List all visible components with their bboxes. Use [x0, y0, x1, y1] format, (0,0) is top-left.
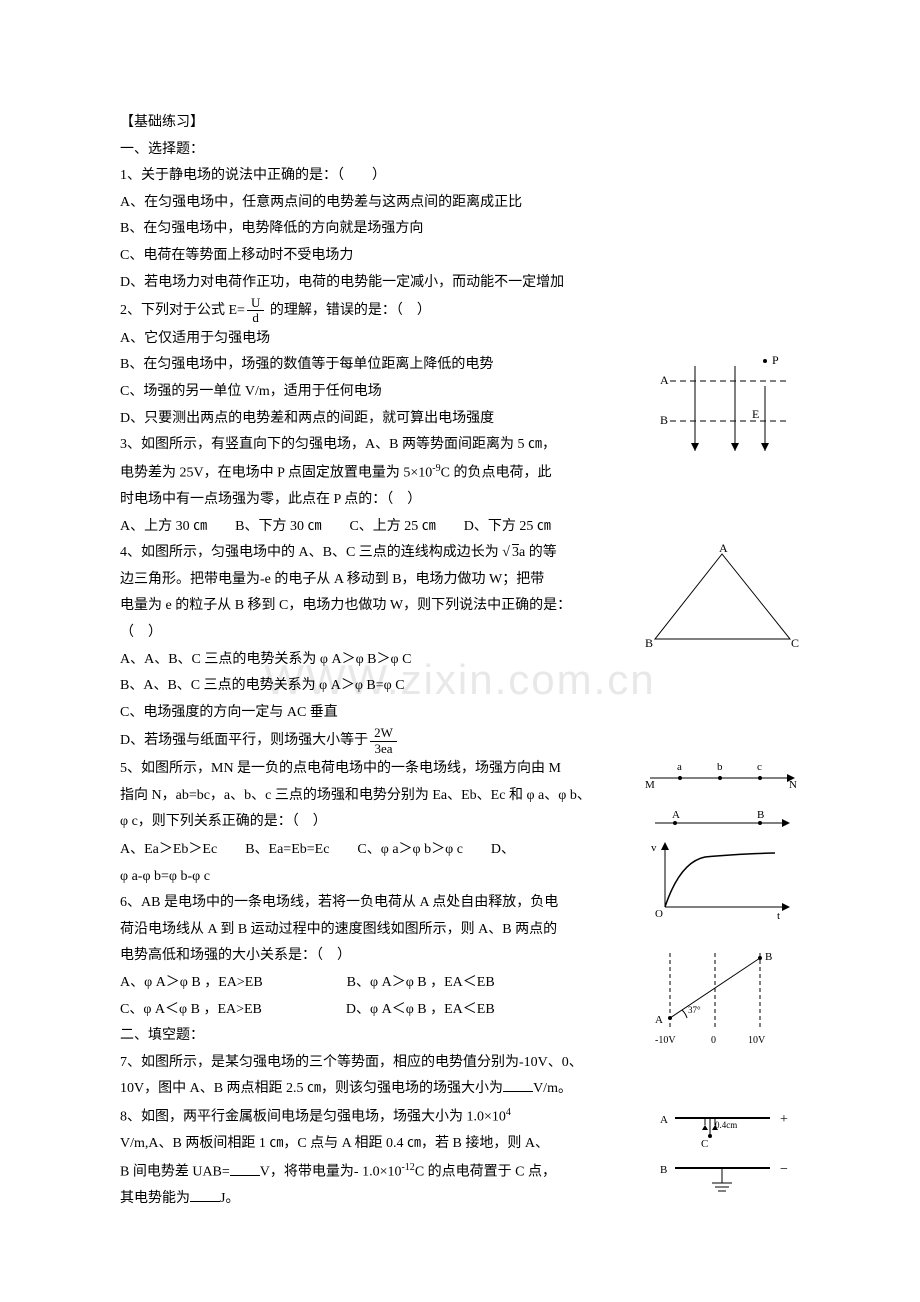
document-body: 【基础练习】 一、选择题： 1、关于静电场的说法中正确的是：（ ） A、在匀强电…: [120, 110, 800, 1213]
svg-text:c: c: [757, 761, 762, 773]
q8-blank2: [190, 1189, 220, 1203]
svg-text:E: E: [752, 407, 759, 421]
q4-D: D、若场强与纸面平行，则场强大小等于2W3ea: [120, 726, 800, 756]
svg-text:M: M: [645, 779, 655, 790]
svg-text:−: −: [780, 1162, 788, 1177]
q4-D-fraction: 2W3ea: [370, 726, 397, 756]
figure-q4: A B C: [645, 544, 800, 654]
q3-l3: 时电场中有一点场强为零，此点在 P 点的：（ ）: [120, 487, 800, 514]
q7-l2b: V/m。: [533, 1081, 572, 1096]
section-1-title: 一、选择题：: [120, 137, 800, 164]
header: 【基础练习】: [120, 110, 800, 137]
svg-text:B: B: [660, 1164, 667, 1176]
q8-l1a: 8、如图，两平行金属板间电场是匀强电场，场强大小为 1.0×10: [120, 1110, 506, 1125]
q1-A: A、在匀强电场中，任意两点间的电势差与这两点间的距离成正比: [120, 190, 800, 217]
svg-text:t: t: [777, 910, 780, 922]
q4-sqrt: 3: [510, 545, 519, 560]
q7-l1: 7、如图所示，是某匀强电场的三个等势面，相应的电势值分别为-10V、0、: [120, 1050, 800, 1077]
q2-stem: 2、下列对于公式 E=Ud 的理解，错误的是：（ ）: [120, 296, 800, 326]
figure-q6-vt: v t O: [645, 837, 800, 922]
svg-text:A: A: [660, 1114, 668, 1126]
svg-text:10V: 10V: [748, 1035, 766, 1046]
svg-text:A: A: [672, 809, 680, 821]
figure-q7: 37° A B -10V 0 10V: [645, 943, 800, 1053]
q4-D-den: 3ea: [370, 742, 397, 756]
q2-frac-den: d: [247, 311, 264, 325]
q1-B: B、在匀强电场中，电势降低的方向就是场强方向: [120, 216, 800, 243]
q4-B: B、A、B、C 三点的电势关系为 φ A＞φ B=φ C: [120, 673, 800, 700]
q7-l2: 10V，图中 A、B 两点相距 2.5 ㎝，则该匀强电场的场强大小为 V/m。: [120, 1076, 800, 1103]
q7-blank: [503, 1079, 533, 1093]
svg-text:B: B: [645, 636, 653, 650]
svg-text:P: P: [772, 353, 779, 367]
q8-l4a: 其电势能为: [120, 1191, 190, 1206]
svg-text:B: B: [757, 809, 764, 821]
q2-stem-a: 2、下列对于公式 E=: [120, 303, 245, 318]
svg-text:N: N: [789, 779, 797, 790]
q1-D: D、若电场力对电荷作正功，电荷的电势能一定减小，而动能不一定增加: [120, 270, 800, 297]
svg-text:B: B: [765, 951, 772, 963]
q4-D-num: 2W: [370, 726, 397, 741]
q8-l3b: V，将带电量为- 1.0×10: [260, 1165, 402, 1180]
svg-text:+: +: [780, 1112, 788, 1127]
svg-text:C: C: [791, 636, 799, 650]
q3-l2b: C 的负点电荷，此: [441, 465, 552, 480]
q8-l3exp: -12: [401, 1162, 414, 1173]
svg-text:B: B: [660, 413, 668, 427]
figure-q3: P A B E: [660, 346, 800, 466]
q1-stem: 1、关于静电场的说法中正确的是：（ ）: [120, 163, 800, 190]
q2-frac-num: U: [247, 296, 264, 311]
svg-text:A: A: [719, 544, 728, 555]
q8-blank1: [230, 1162, 260, 1176]
q4-l1b: a 的等: [519, 545, 557, 560]
q1-C: C、电荷在等势面上移动时不受电场力: [120, 243, 800, 270]
figure-q6-line: A B: [645, 809, 800, 837]
q4-C: C、电场强度的方向一定与 AC 垂直: [120, 700, 800, 727]
q3-opts: A、上方 30 ㎝ B、下方 30 ㎝ C、上方 25 ㎝ D、下方 25 ㎝: [120, 514, 800, 541]
figure-q8: 0.4cm C A B + −: [645, 1103, 800, 1198]
q8-l4b: J。: [220, 1191, 239, 1206]
svg-text:v: v: [651, 842, 657, 854]
svg-text:0.4cm: 0.4cm: [715, 1120, 737, 1130]
q3-exp: -9: [432, 463, 440, 474]
svg-text:A: A: [655, 1014, 663, 1026]
q8-l3c: C 的点电荷置于 C 点，: [415, 1165, 556, 1180]
svg-text:0: 0: [711, 1035, 716, 1046]
q2-stem-b: 的理解，错误的是：（ ）: [266, 303, 431, 318]
q4-l1a: 4、如图所示，匀强电场中的 A、B、C 三点的连线构成边长为: [120, 545, 502, 560]
figure-q5: a b c M N: [645, 758, 800, 790]
q3-l2a: 电势差为 25V，在电场中 P 点固定放置电量为 5×10: [120, 465, 432, 480]
q8-l3a: B 间电势差 UAB=: [120, 1165, 230, 1180]
svg-text:a: a: [677, 761, 682, 773]
q4-D-text: D、若场强与纸面平行，则场强大小等于: [120, 733, 368, 748]
svg-text:A: A: [660, 373, 669, 387]
svg-text:C: C: [701, 1138, 708, 1150]
svg-text:37°: 37°: [688, 1005, 701, 1015]
svg-text:-10V: -10V: [655, 1035, 676, 1046]
q2-fraction: Ud: [247, 296, 264, 326]
svg-text:b: b: [717, 761, 723, 773]
q8-l1exp: 4: [506, 1107, 511, 1118]
q7-l2a: 10V，图中 A、B 两点相距 2.5 ㎝，则该匀强电场的场强大小为: [120, 1081, 503, 1096]
svg-text:O: O: [655, 908, 663, 920]
